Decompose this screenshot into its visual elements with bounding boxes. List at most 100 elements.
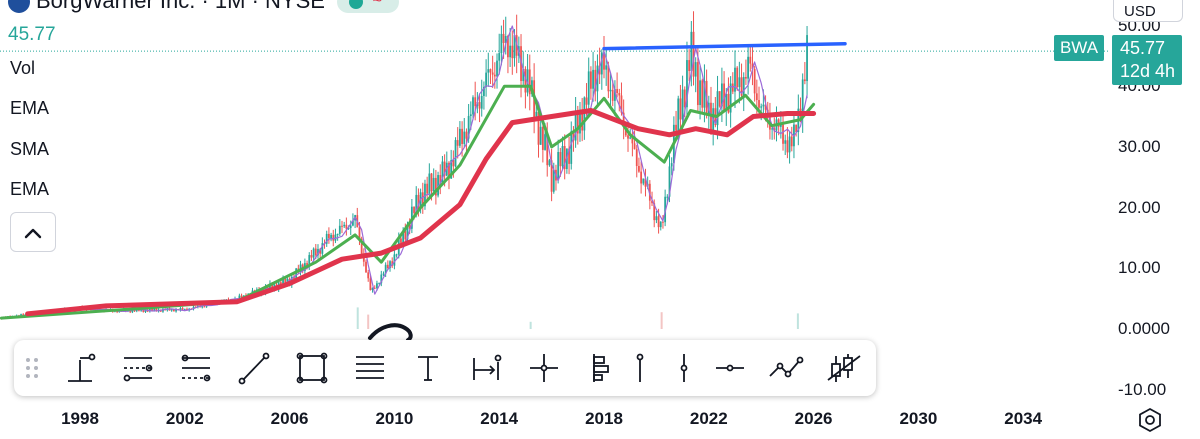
time-axis-label: 2002 [165, 409, 204, 428]
indicator-ema-2-label[interactable]: EMA [10, 179, 50, 199]
fib-retracement-tool-icon[interactable] [118, 348, 158, 388]
horizontal-lines-tool-icon[interactable] [350, 348, 390, 388]
indicator-sma-label[interactable]: SMA [10, 139, 50, 159]
candle-body [627, 135, 629, 139]
time-axis-label: 2034 [1004, 409, 1043, 428]
candle-body [618, 93, 621, 96]
candle-body [651, 200, 653, 204]
candle-body [448, 162, 450, 179]
fib-channel-tool-icon[interactable] [176, 348, 216, 388]
candle-body [314, 248, 317, 256]
candle-body [319, 248, 322, 254]
candle-body [441, 161, 444, 185]
candle-body [528, 69, 531, 95]
candle-body [450, 160, 453, 179]
candle-body [452, 160, 455, 167]
price-chart[interactable] [0, 0, 1110, 400]
candle-body [747, 56, 749, 79]
pitchfork-tool-icon[interactable] [234, 348, 274, 388]
candle-body [469, 114, 472, 117]
candle-body [563, 146, 566, 170]
indicator-vol-label[interactable]: Vol [10, 58, 36, 78]
currency-button[interactable]: USD [1113, 0, 1183, 22]
price-axis-label: -10.00 [1118, 379, 1167, 399]
candle-body [731, 83, 734, 92]
candle-body [341, 225, 343, 227]
candle-body [317, 248, 319, 256]
candle-body [413, 206, 415, 213]
candle-body [677, 98, 680, 131]
drag-handle-icon[interactable] [22, 354, 42, 382]
horizontal-ray-tool-icon[interactable] [710, 348, 750, 388]
candle-body [373, 287, 376, 289]
candle-body [681, 89, 684, 120]
long-position-tool-icon[interactable] [620, 348, 660, 388]
candle-body [430, 173, 433, 192]
market-status-badge[interactable]: ≈ [336, 0, 399, 14]
order-tool-icon[interactable] [582, 348, 622, 388]
candle-body [183, 308, 186, 310]
candle-body [240, 295, 243, 298]
candle-body [616, 89, 618, 94]
candle-body [308, 255, 311, 267]
indicator-ema-label[interactable]: EMA [10, 98, 50, 118]
candle-body [694, 62, 697, 77]
date-range-tool-icon[interactable] [466, 348, 506, 388]
price-tag-value: 45.77 [1120, 38, 1166, 58]
candle-body [419, 192, 422, 210]
candle-body [664, 196, 667, 223]
candle-body [22, 314, 25, 316]
candle-body [539, 126, 542, 145]
candle-body [758, 100, 760, 108]
candle-body [524, 68, 527, 93]
candle-body [378, 283, 381, 285]
candle-body [537, 111, 540, 145]
chart-area[interactable] [0, 0, 1110, 400]
candle-body [421, 192, 424, 207]
candle-body [734, 67, 736, 92]
candle-body [570, 131, 573, 164]
candle-body [631, 137, 634, 144]
symbol-title[interactable]: BorgWarner Inc. · 1M · NYSE ≈ [8, 0, 399, 14]
volume-bar [367, 314, 370, 329]
collapse-legend-button[interactable] [10, 212, 56, 252]
candle-body [393, 254, 396, 266]
candle-body [740, 77, 743, 96]
candle-body [496, 60, 498, 77]
candle-body [402, 230, 405, 243]
volume-bar [529, 321, 532, 329]
vertical-line-tool-icon[interactable] [664, 348, 704, 388]
candle-body [485, 72, 487, 87]
candle-body [367, 272, 370, 279]
time-axis[interactable]: 1998 2002 2006 2010 2014 2018 2022 2026 2030 2034 [0, 400, 1110, 439]
candle-body [454, 140, 457, 167]
chart-settings-button[interactable] [1136, 406, 1164, 434]
candle-body [548, 160, 551, 166]
trend-line-tool-icon[interactable] [60, 348, 100, 388]
candle-body [762, 104, 765, 107]
candle-body [369, 278, 372, 290]
drawing-toolbar [14, 340, 876, 396]
candle-body [703, 80, 706, 108]
rectangle-tool-icon[interactable] [292, 348, 332, 388]
candle-body [635, 149, 638, 166]
candle-body [590, 71, 592, 89]
candle-body [144, 309, 147, 312]
text-tool-icon[interactable] [408, 348, 448, 388]
bar-pattern-tool-icon[interactable] [824, 348, 864, 388]
candle-body [491, 72, 494, 75]
candle-body [321, 243, 324, 254]
crosshair-tool-icon[interactable] [524, 348, 564, 388]
candle-body [568, 148, 570, 164]
candle-body [465, 131, 468, 139]
candle-body [439, 175, 442, 185]
candle-body [520, 46, 522, 82]
candle-body [336, 233, 339, 235]
path-tool-icon[interactable] [766, 348, 806, 388]
candle-body [472, 97, 474, 115]
volume-bar [356, 307, 359, 329]
candle-body [662, 221, 664, 223]
candle-body [480, 95, 483, 109]
price-tag: 45.77 12d 4h [1112, 35, 1182, 85]
candle-body [666, 196, 669, 198]
